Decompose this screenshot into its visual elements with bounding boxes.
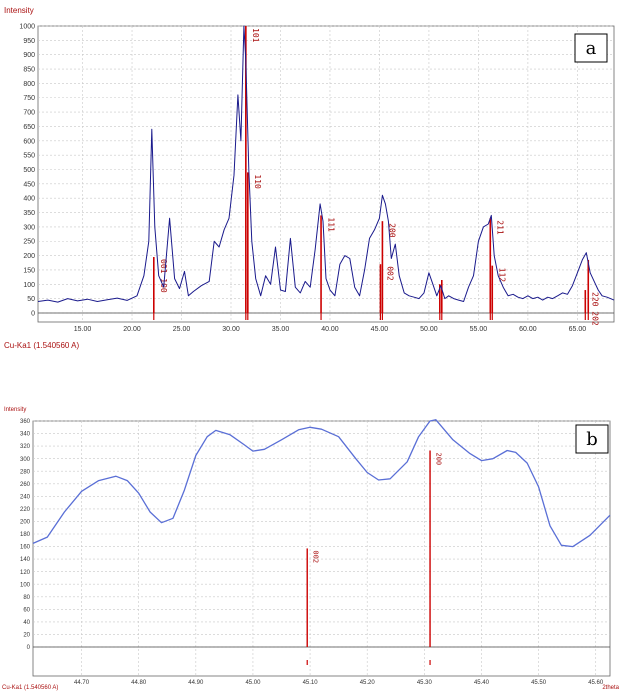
chart-b-xtick-label: 45.40 [474, 680, 490, 686]
chart-b-xtick-label: 45.30 [417, 680, 433, 686]
chart-a-xtick-label: 25.00 [173, 326, 191, 333]
chart-b-ytick-label: 20 [23, 633, 30, 639]
chart-a-reference-label: 200 [388, 223, 397, 238]
chart-a-ylabel: Intensity [4, 6, 34, 15]
chart-b-ytick-label: 160 [20, 545, 31, 551]
chart-a-ytick-label: 200 [23, 253, 35, 260]
chart-b-ytick-label: 340 [20, 432, 31, 438]
chart-a-reference-label: 002 [386, 266, 395, 281]
chart-a-ytick-label: 750 [23, 95, 35, 102]
chart-b-xtick-label: 45.20 [360, 680, 376, 686]
chart-a-xtick-label: 65.00 [569, 326, 587, 333]
chart-a-ytick-label: 800 [23, 81, 35, 88]
chart-a-ytick-label: 450 [23, 181, 35, 188]
chart-a-xtick-label: 50.00 [420, 326, 438, 333]
chart-b-frame [32, 420, 611, 677]
chart-b-ytick-label: 200 [20, 520, 31, 526]
chart-a-ytick-label: 950 [23, 38, 35, 45]
chart-a-reference-label: 111 [326, 217, 335, 232]
chart-a-ytick-label: 550 [23, 153, 35, 160]
chart-a-reference-label: 220 202 [590, 292, 599, 326]
chart-b-reference-label: 002 [312, 550, 320, 563]
chart-a-ytick-label: 650 [23, 124, 35, 131]
chart-b-reference-label: 200 [434, 453, 442, 466]
chart-b-ytick-label: 260 [20, 482, 31, 488]
chart-b-footer-left: Cu-Ka1 (1.540560 A) [2, 685, 59, 691]
chart-a-ytick-label: 50 [27, 296, 35, 303]
chart-a-xtick-label: 35.00 [272, 326, 290, 333]
chart-a-reference-label: 112 [497, 268, 506, 283]
chart-b-xtick-label: 44.80 [131, 680, 147, 686]
chart-b-footer-right: 2theta [602, 685, 619, 691]
chart-a-ytick-label: 350 [23, 210, 35, 217]
chart-b-xtick-label: 45.60 [588, 680, 604, 686]
chart-a-xtick-label: 15.00 [74, 326, 92, 333]
chart-a-tag-box [574, 33, 608, 63]
chart-a-reference-label: 001 100 [159, 259, 168, 293]
chart-a-xtick-label: 40.00 [321, 326, 339, 333]
chart-a-ytick-label: 600 [23, 138, 35, 145]
chart-b-ylabel: Intensity [4, 407, 27, 413]
chart-a-ytick-label: 100 [23, 282, 35, 289]
chart-a-xtick-label: 55.00 [470, 326, 488, 333]
chart-a-reference-label: 110 [253, 174, 262, 189]
chart-b-ytick-label: 100 [20, 582, 31, 588]
chart-a-ytick-label: 1000 [19, 23, 35, 30]
chart-a-ytick-label: 300 [23, 224, 35, 231]
chart-b-ytick-label: 120 [20, 570, 31, 576]
chart-a-ytick-label: 500 [23, 167, 35, 174]
chart-a-ytick-label: 0 [31, 310, 35, 317]
chart-b-ytick-label: 300 [20, 457, 31, 463]
chart-b-ytick-label: 220 [20, 507, 31, 513]
chart-a-reference-label: 101 [251, 28, 260, 43]
chart-b-ytick-label: 80 [23, 595, 30, 601]
chart-b-ytick-label: 240 [20, 494, 31, 500]
chart-b-tag-box [575, 424, 609, 454]
chart-a-reference-label: 211 [495, 220, 504, 235]
chart-a-ytick-label: 250 [23, 239, 35, 246]
chart-a-ytick-label: 700 [23, 110, 35, 117]
chart-a-ytick-label: 850 [23, 67, 35, 74]
chart-a-tag: a [586, 38, 597, 59]
chart-a-ytick-label: 150 [23, 267, 35, 274]
chart-b-xtick-label: 45.00 [245, 680, 261, 686]
chart-a-xtick-label: 30.00 [222, 326, 240, 333]
chart-a-series-line [37, 25, 615, 303]
chart-b-series-line [32, 419, 611, 548]
chart-b-xtick-label: 45.10 [303, 680, 319, 686]
chart-a-xtick-label: 20.00 [123, 326, 141, 333]
chart-b-ytick-label: 180 [20, 532, 31, 538]
chart-a-ytick-label: 900 [23, 52, 35, 59]
chart-b-xtick-label: 44.90 [188, 680, 204, 686]
chart-a-xtick-label: 60.00 [519, 326, 537, 333]
chart-a: 0 50 100 150 200 250 300 350 400 450 500 550 600 650 7… [19, 23, 615, 333]
chart-b-ytick-label: 280 [20, 469, 31, 475]
chart-a-footer: Cu-Ka1 (1.540560 A) [4, 341, 80, 350]
chart-a-ytick-label: 400 [23, 196, 35, 203]
chart-a-xtick-label: 45.00 [371, 326, 389, 333]
chart-b-ytick-label: 360 [20, 419, 31, 425]
chart-b-ytick-label: 40 [23, 620, 30, 626]
chart-b-ytick-label: 140 [20, 557, 31, 563]
chart-b-xtick-label: 45.50 [531, 680, 547, 686]
chart-b-xtick-label: 44.70 [74, 680, 90, 686]
chart-b-ytick-label: 320 [20, 444, 31, 450]
chart-b-ytick-label: 0 [27, 645, 31, 651]
chart-b-ytick-label: 60 [23, 607, 30, 613]
chart-b-tag: b [586, 429, 598, 450]
